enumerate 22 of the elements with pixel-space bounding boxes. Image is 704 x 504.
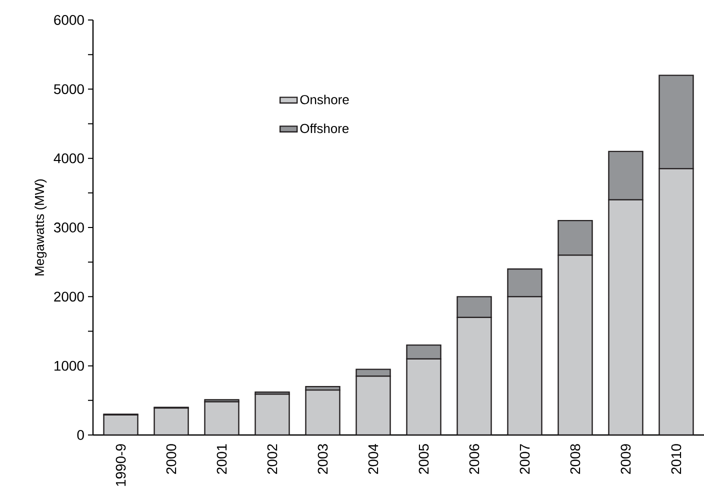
x-tick-label: 2009	[620, 444, 631, 474]
y-tick-label: 3000	[54, 222, 84, 232]
x-tick-label: 1990-9	[116, 444, 126, 486]
y-tick-label: 4000	[54, 153, 84, 164]
legend-label: Offshore	[300, 124, 349, 134]
x-tick-label: 2007	[520, 444, 530, 474]
x-tick-label: 2005	[418, 444, 429, 474]
x-tick-label: 2001	[216, 444, 227, 474]
x-tick-label: 2010	[671, 444, 682, 474]
x-tick-label: 2004	[368, 444, 378, 474]
y-tick-label: 1000	[54, 360, 84, 371]
x-tick-label: 2008	[570, 444, 580, 474]
y-tick-label: 0	[77, 430, 84, 440]
y-tick-label: 5000	[54, 84, 84, 94]
y-tick-label: 6000	[54, 15, 84, 25]
y-tick-label: 2000	[54, 292, 84, 302]
legend-label: Onshore	[300, 94, 349, 104]
x-tick-label: 2006	[469, 444, 480, 474]
x-tick-label: 2003	[318, 444, 328, 474]
x-tick-label: 2000	[166, 444, 176, 474]
x-tick-label: 2002	[267, 444, 278, 474]
y-axis-title: Megawatts (MW)	[34, 179, 47, 276]
